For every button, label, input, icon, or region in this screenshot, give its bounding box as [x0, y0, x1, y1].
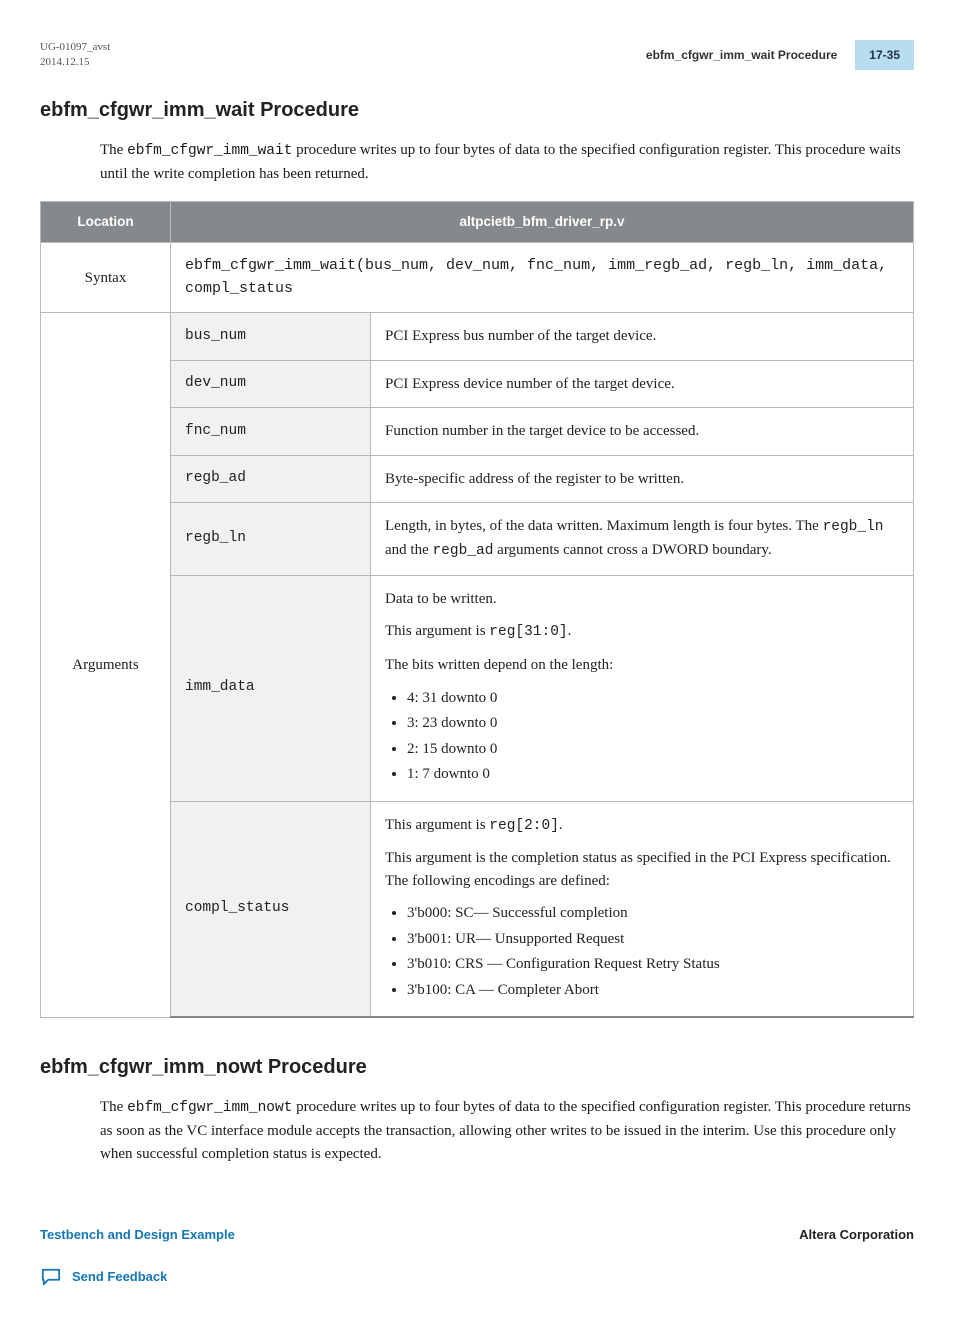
arg-name: compl_status: [171, 801, 371, 1017]
list-item: 3: 23 downto 0: [407, 712, 899, 735]
header-left: UG-01097_avst 2014.12.15: [40, 40, 110, 71]
header-right: ebfm_cfgwr_imm_wait Procedure 17-35: [646, 40, 914, 70]
doc-date: 2014.12.15: [40, 55, 110, 70]
arg-desc: Data to be written. This argument is reg…: [371, 575, 914, 801]
arg-row: regb_ad Byte-specific address of the reg…: [41, 455, 914, 503]
procedure-table-wait: Location altpcietb_bfm_driver_rp.v Synta…: [40, 201, 914, 1018]
arg-row: Arguments bus_num PCI Express bus number…: [41, 313, 914, 361]
syntax-label: Syntax: [41, 243, 171, 313]
list-item: 1: 7 downto 0: [407, 763, 899, 786]
table-header-row: Location altpcietb_bfm_driver_rp.v: [41, 202, 914, 243]
arg-row: dev_num PCI Express device number of the…: [41, 360, 914, 408]
arg-name: regb_ad: [171, 455, 371, 503]
arg-name: bus_num: [171, 313, 371, 361]
arg-desc: This argument is reg[2:0]. This argument…: [371, 801, 914, 1017]
arg-desc: Function number in the target device to …: [371, 408, 914, 456]
section2-intro: The ebfm_cfgwr_imm_nowt procedure writes…: [100, 1096, 914, 1165]
proc-name-code: ebfm_cfgwr_imm_nowt: [127, 1100, 292, 1116]
list-item: 4: 31 downto 0: [407, 687, 899, 710]
arg-row-regb-ln: regb_ln Length, in bytes, of the data wr…: [41, 503, 914, 576]
arg-row-imm-data: imm_data Data to be written. This argume…: [41, 575, 914, 801]
syntax-row: Syntax ebfm_cfgwr_imm_wait(bus_num, dev_…: [41, 243, 914, 313]
list-item: 2: 15 downto 0: [407, 738, 899, 761]
section-title-wait: ebfm_cfgwr_imm_wait Procedure: [40, 95, 914, 125]
list-item: 3'b100: CA — Completer Abort: [407, 979, 899, 1002]
arg-name: dev_num: [171, 360, 371, 408]
arguments-label: Arguments: [41, 313, 171, 1018]
bits-list: 4: 31 downto 0 3: 23 downto 0 2: 15 down…: [385, 687, 899, 786]
arg-name: imm_data: [171, 575, 371, 801]
section1-intro: The ebfm_cfgwr_imm_wait procedure writes…: [100, 139, 914, 185]
syntax-value: ebfm_cfgwr_imm_wait(bus_num, dev_num, fn…: [171, 243, 914, 313]
section-title-nowt: ebfm_cfgwr_imm_nowt Procedure: [40, 1052, 914, 1082]
feedback-label: Send Feedback: [72, 1267, 167, 1287]
list-item: 3'b000: SC— Successful completion: [407, 902, 899, 925]
arg-desc: Length, in bytes, of the data written. M…: [371, 503, 914, 576]
speech-bubble-icon: [40, 1267, 62, 1287]
page-header: UG-01097_avst 2014.12.15 ebfm_cfgwr_imm_…: [40, 40, 914, 71]
arg-name: regb_ln: [171, 503, 371, 576]
doc-id: UG-01097_avst: [40, 40, 110, 55]
arg-desc: PCI Express bus number of the target dev…: [371, 313, 914, 361]
header-proc-title: ebfm_cfgwr_imm_wait Procedure: [646, 46, 837, 64]
arg-desc: PCI Express device number of the target …: [371, 360, 914, 408]
list-item: 3'b001: UR— Unsupported Request: [407, 928, 899, 951]
list-item: 3'b010: CRS — Configuration Request Retr…: [407, 953, 899, 976]
arg-row-compl-status: compl_status This argument is reg[2:0]. …: [41, 801, 914, 1017]
th-file: altpcietb_bfm_driver_rp.v: [171, 202, 914, 243]
proc-name-code: ebfm_cfgwr_imm_wait: [127, 143, 292, 159]
arg-desc: Byte-specific address of the register to…: [371, 455, 914, 503]
th-location: Location: [41, 202, 171, 243]
page-number-badge: 17-35: [855, 40, 914, 70]
send-feedback-link[interactable]: Send Feedback: [40, 1267, 914, 1287]
arg-name: fnc_num: [171, 408, 371, 456]
arg-row: fnc_num Function number in the target de…: [41, 408, 914, 456]
status-list: 3'b000: SC— Successful completion 3'b001…: [385, 902, 899, 1001]
